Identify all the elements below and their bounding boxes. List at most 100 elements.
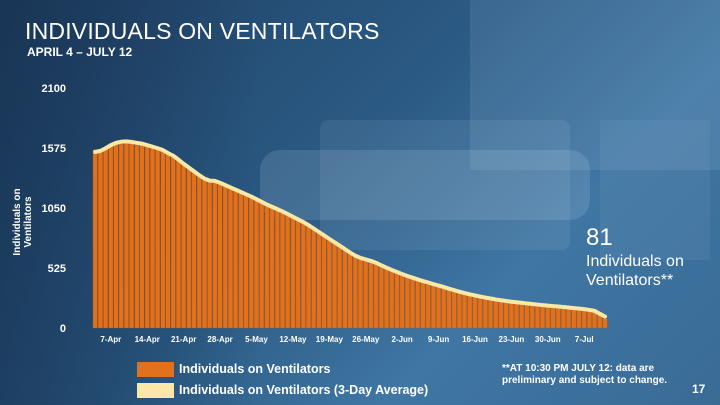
bar — [124, 141, 129, 329]
bar — [467, 294, 473, 329]
bar — [290, 216, 296, 329]
bar — [514, 302, 520, 329]
bar — [451, 290, 457, 329]
y-tick-label: 0 — [60, 323, 66, 335]
x-tick-label: 5-May — [245, 335, 268, 344]
x-axis: 7-Apr 14-Apr 21-Apr 28-Apr 5-May 12-May 19-May… — [100, 335, 593, 344]
line-layer — [93, 139, 608, 319]
bar — [139, 142, 145, 329]
bar — [488, 298, 494, 329]
bar — [420, 280, 426, 329]
slide-number: 17 — [692, 382, 706, 396]
bar — [602, 318, 608, 329]
bar — [264, 204, 270, 329]
bar — [181, 163, 187, 329]
latest-count-callout: 81 Individuals on Ventilators** — [586, 224, 706, 290]
bar — [160, 149, 166, 329]
bar — [306, 224, 311, 329]
bar — [285, 213, 291, 329]
bar — [384, 267, 389, 329]
bar — [196, 174, 202, 329]
bar — [399, 274, 405, 329]
x-tick-label: 28-Apr — [207, 335, 232, 344]
bar — [576, 308, 582, 329]
bar — [217, 182, 223, 329]
bar — [545, 305, 551, 329]
x-tick-label: 7-Jul — [575, 335, 594, 344]
bar — [321, 235, 327, 329]
bar — [462, 292, 468, 329]
bar — [222, 184, 228, 329]
slide-subtitle: APRIL 4 – JULY 12 — [27, 45, 133, 59]
bar — [493, 299, 499, 329]
y-tick-label: 1575 — [42, 143, 66, 155]
bar — [540, 304, 546, 329]
bar — [300, 221, 306, 329]
bar — [212, 180, 218, 329]
legend-label-average: Individuals on Ventilators (3-Day Averag… — [179, 383, 429, 397]
bar — [170, 155, 176, 329]
bar — [363, 259, 369, 329]
latest-count-number: 81 — [586, 224, 613, 251]
legend-item-bars: Individuals on Ventilators — [137, 359, 428, 379]
y-tick-label: 2100 — [42, 83, 66, 95]
x-tick-label: 16-Jun — [462, 335, 488, 344]
bar — [269, 206, 275, 329]
bar — [410, 277, 415, 329]
bar — [108, 144, 114, 329]
x-tick-label: 23-Jun — [499, 335, 525, 344]
bar — [555, 306, 561, 329]
bar — [456, 291, 462, 329]
bar — [394, 271, 400, 329]
bar — [519, 302, 525, 329]
bar — [586, 309, 592, 329]
bar — [165, 152, 171, 329]
bar — [389, 269, 395, 329]
background-window — [470, 0, 720, 170]
bar — [97, 151, 103, 329]
legend-item-average: Individuals on Ventilators (3-Day Averag… — [137, 380, 428, 400]
x-tick-label: 9-Jun — [428, 335, 449, 344]
bar — [150, 146, 155, 329]
bar — [477, 296, 483, 329]
bar — [503, 300, 509, 329]
bar — [134, 144, 140, 329]
bar — [238, 191, 244, 329]
legend-swatch-average — [137, 382, 174, 398]
bar — [472, 295, 478, 329]
background-bedside-table — [600, 120, 710, 260]
y-axis-label: Individuals onVentilators — [12, 188, 34, 255]
background-bed-headboard — [320, 120, 570, 250]
bar — [316, 231, 322, 329]
x-tick-label: 30-Jun — [535, 335, 561, 344]
bar — [274, 208, 280, 329]
bar — [425, 282, 431, 329]
y-tick-label: 525 — [48, 263, 66, 275]
bar — [508, 301, 514, 329]
bar — [482, 297, 488, 329]
bar — [243, 194, 249, 329]
bar — [332, 242, 337, 329]
x-tick-label: 2-Jun — [391, 335, 412, 344]
bar — [571, 307, 577, 329]
bar — [441, 286, 447, 329]
bar — [358, 258, 363, 329]
x-tick-label: 19-May — [316, 335, 344, 344]
bar — [202, 179, 207, 329]
bar — [326, 238, 332, 329]
bar — [498, 300, 504, 329]
bar — [207, 181, 213, 329]
bar — [259, 202, 265, 329]
bar — [415, 279, 421, 329]
footnote: **AT 10:30 PM JULY 12: data are prelimin… — [502, 363, 668, 386]
bars-layer — [92, 140, 608, 329]
bar — [560, 306, 566, 329]
bar — [529, 303, 535, 329]
bar — [144, 143, 150, 329]
bar — [581, 308, 587, 329]
bar — [524, 303, 530, 329]
bar — [103, 147, 109, 329]
background-bed-mattress — [260, 150, 590, 220]
average-line — [93, 139, 608, 319]
